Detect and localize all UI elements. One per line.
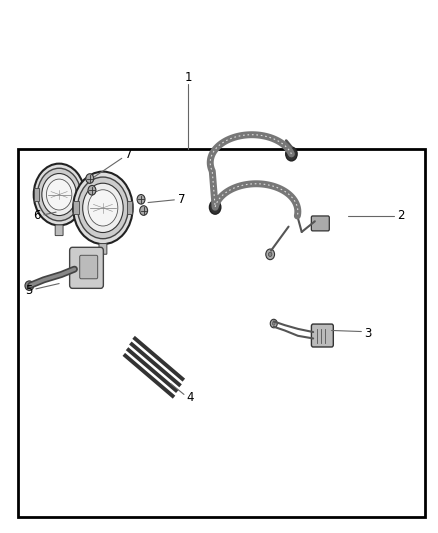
Circle shape [270,319,277,328]
Circle shape [34,164,85,225]
Circle shape [73,172,133,244]
Circle shape [78,177,128,239]
Circle shape [83,183,123,232]
Circle shape [42,174,76,215]
Circle shape [266,249,275,260]
Text: 4: 4 [187,391,194,403]
Circle shape [140,206,148,215]
Bar [74,201,79,214]
Text: 5: 5 [25,284,32,297]
Text: 2: 2 [397,209,405,222]
Circle shape [268,252,272,256]
Circle shape [137,195,145,204]
Text: 3: 3 [364,327,371,340]
Circle shape [272,322,275,325]
Text: 7: 7 [178,193,186,206]
Circle shape [86,174,94,183]
Bar [127,201,132,214]
Text: 1: 1 [184,71,192,84]
Circle shape [88,190,118,226]
FancyBboxPatch shape [311,324,333,347]
Bar [79,188,85,201]
Circle shape [209,200,221,214]
Circle shape [38,168,81,221]
Bar [18,149,425,517]
FancyBboxPatch shape [55,225,63,236]
Circle shape [88,185,96,195]
FancyBboxPatch shape [311,216,329,231]
Bar [34,188,39,201]
Text: 7: 7 [125,148,133,161]
Circle shape [286,147,297,161]
FancyBboxPatch shape [70,247,103,288]
FancyBboxPatch shape [99,244,107,254]
Circle shape [46,179,72,210]
FancyBboxPatch shape [80,255,98,279]
Ellipse shape [25,281,34,290]
Text: 6: 6 [33,209,41,222]
